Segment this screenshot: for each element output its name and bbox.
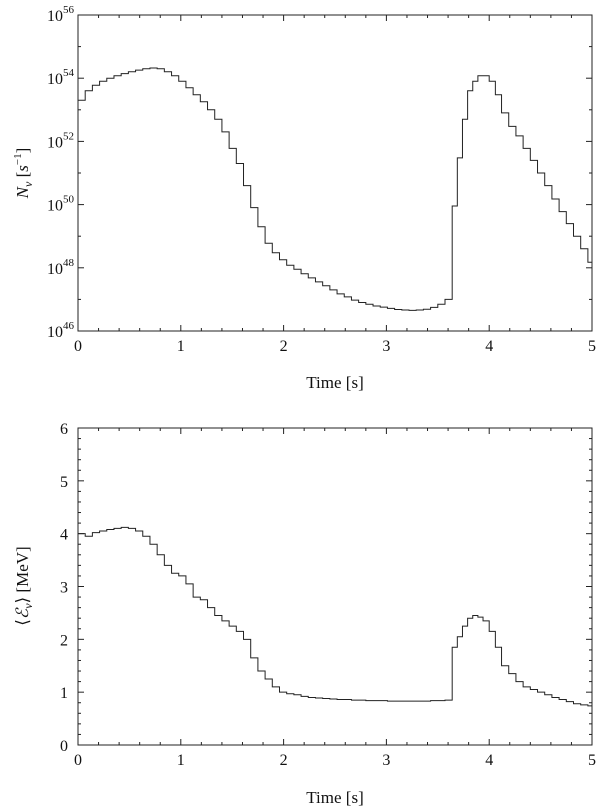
tick-labels: 0 1 2 3 4 5 0 1 2 3 4 5 6	[60, 421, 596, 769]
x-tick-label: 0	[74, 752, 82, 769]
y-tick-label: 3	[60, 580, 68, 597]
y-tick-label: 4	[60, 527, 68, 544]
x-tick-label: 0	[74, 338, 82, 355]
x-tick-label: 5	[588, 338, 596, 355]
y-axis-label: Nν [s−1]	[12, 148, 35, 200]
y-tick-label: 1048	[47, 257, 75, 278]
tick-marks	[77, 14, 593, 332]
y-axis-label: ⟨ℰν⟩ [MeV]	[13, 546, 35, 625]
y-tick-label: 1052	[47, 130, 74, 151]
x-tick-label: 2	[280, 338, 288, 355]
x-axis-label: Time [s]	[306, 788, 363, 807]
series-line	[78, 526, 592, 707]
y-tick-label: 6	[60, 421, 68, 438]
x-tick-label: 5	[588, 752, 596, 769]
mean-energy-panel: 0 1 2 3 4 5 0 1 2 3 4 5 6 Time [s] ⟨ℰν⟩ [MeV]	[13, 421, 596, 807]
x-tick-label: 4	[485, 338, 493, 355]
y-tick-label: 1050	[47, 194, 75, 215]
x-tick-label: 1	[177, 752, 185, 769]
y-tick-label: 5	[60, 474, 68, 491]
y-tick-label: 1046	[47, 320, 75, 341]
x-tick-label: 2	[280, 752, 288, 769]
y-tick-label: 1	[60, 685, 68, 702]
plot-frame	[77, 427, 593, 746]
y-tick-label: 0	[60, 738, 68, 755]
x-axis-label: Time [s]	[306, 373, 363, 392]
y-tick-label: 1056	[47, 4, 75, 25]
x-tick-label: 3	[382, 752, 390, 769]
y-tick-label: 2	[60, 632, 68, 649]
x-tick-label: 4	[485, 752, 493, 769]
plot-frame	[77, 14, 593, 332]
y-tick-label: 1054	[47, 67, 75, 88]
tick-labels: 0 1 2 3 4 5 1046 1048 1050 1052 1054 1056	[47, 4, 596, 355]
tick-marks	[77, 427, 593, 746]
x-tick-label: 1	[177, 338, 185, 355]
x-tick-label: 3	[382, 338, 390, 355]
series-line	[78, 67, 592, 311]
